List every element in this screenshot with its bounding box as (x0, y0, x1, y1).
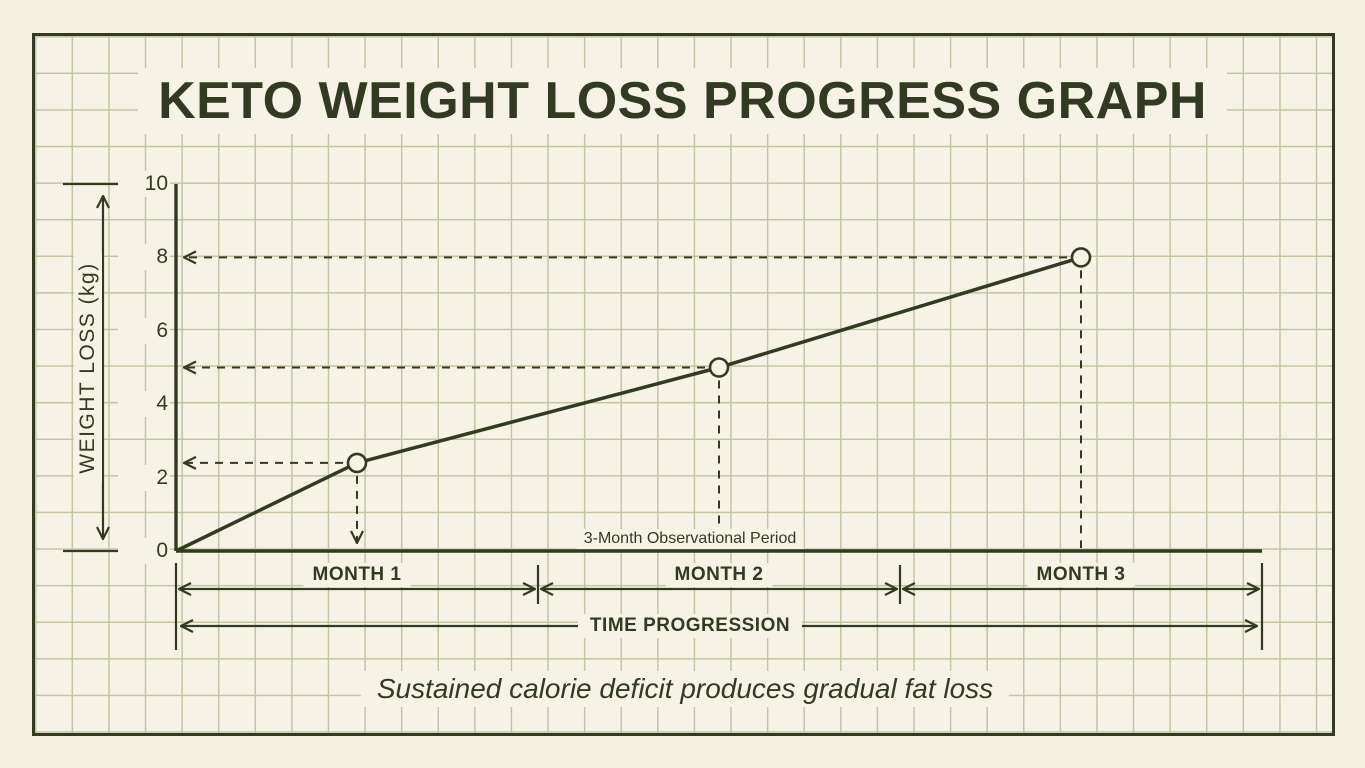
data-point-marker (1070, 247, 1092, 268)
graph-paper (32, 33, 1335, 736)
data-point-marker (346, 452, 368, 474)
weight-loss-line (175, 255, 1082, 553)
data-point-marker (708, 357, 730, 378)
